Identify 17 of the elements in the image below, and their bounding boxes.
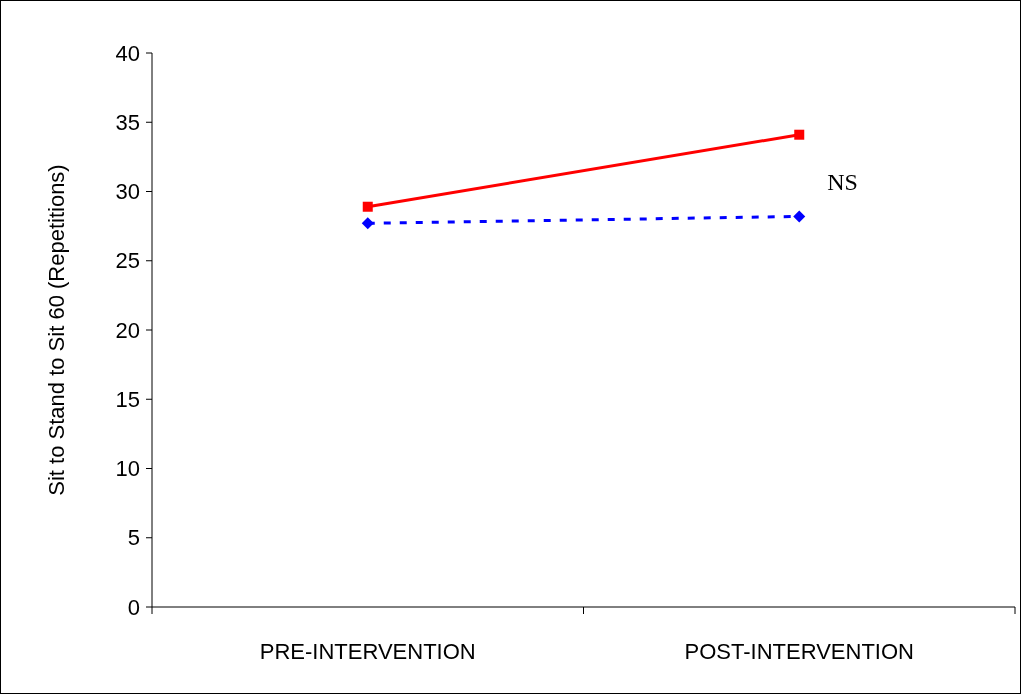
y-tick-label: 30 <box>115 179 140 205</box>
annotation: NS <box>827 169 858 196</box>
y-tick-label: 35 <box>115 109 140 135</box>
y-tick-label: 40 <box>115 40 140 66</box>
x-tick-label: POST-INTERVENTION <box>684 639 914 664</box>
y-tick-label: 15 <box>115 386 140 412</box>
y-axis-title: Sit to Stand to Sit 60 (Repetitions) <box>44 164 69 496</box>
point <box>794 129 805 140</box>
point <box>362 201 373 212</box>
point <box>361 217 374 230</box>
y-tick-label: 10 <box>115 456 140 482</box>
y-tick-label: 20 <box>115 317 140 343</box>
point <box>793 210 806 223</box>
y-tick-label: 0 <box>127 594 140 620</box>
y-tick-label: 5 <box>127 525 140 551</box>
y-tick-label: 25 <box>115 248 140 274</box>
x-tick-label: PRE-INTERVENTION <box>259 639 476 664</box>
